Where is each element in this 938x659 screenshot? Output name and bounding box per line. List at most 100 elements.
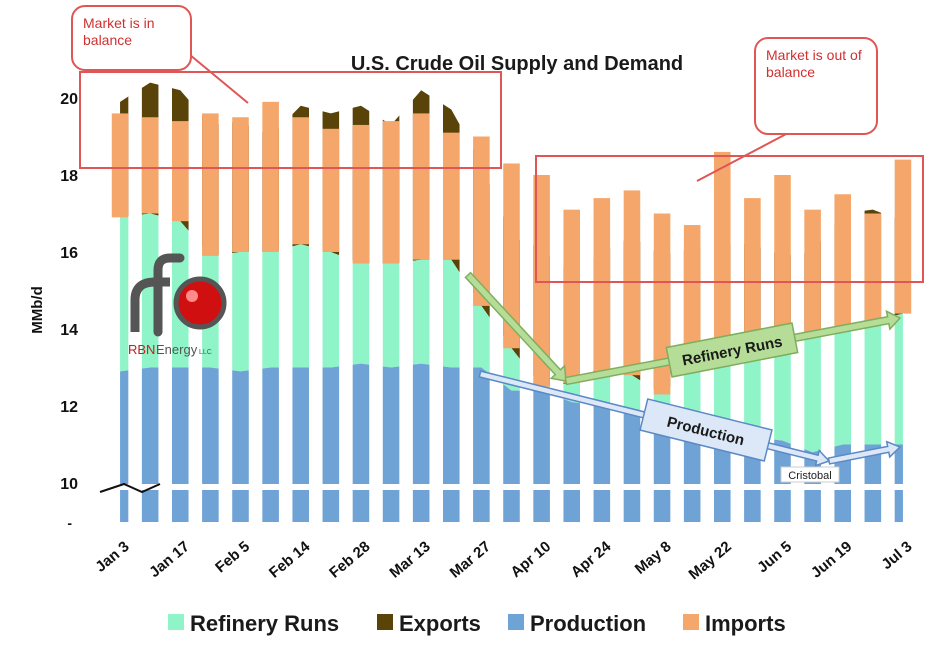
- bar-imports: [503, 163, 520, 349]
- x-tick-label: Jun 5: [754, 538, 795, 576]
- column-gap: [640, 80, 654, 522]
- axis-break-band: [97, 484, 926, 490]
- legend-swatch: [377, 614, 393, 630]
- annotation-production: Production: [639, 398, 773, 462]
- callout-market-out-of-balance: Market is out of balance: [754, 37, 878, 135]
- x-tick-label: Apr 10: [507, 538, 554, 581]
- column-gap: [429, 80, 443, 522]
- column-gap: [399, 80, 413, 522]
- bar-imports: [232, 117, 249, 252]
- column-gap: [549, 80, 564, 522]
- x-tick-label: Jan 17: [146, 538, 193, 581]
- bar-imports: [683, 225, 701, 368]
- column-gap: [730, 80, 745, 522]
- logo-text: Energy: [156, 342, 198, 357]
- column-gap: [248, 80, 263, 522]
- y-tick-label: 18: [60, 168, 78, 185]
- legend-label: Imports: [705, 611, 786, 636]
- legend-swatch: [508, 614, 524, 630]
- annotation-box: [780, 466, 840, 483]
- bar-imports: [744, 198, 761, 353]
- bar-imports: [111, 113, 129, 218]
- bar-imports: [412, 113, 430, 260]
- legend: Refinery Runs Exports Production Imports: [168, 611, 786, 636]
- column-gap: [158, 80, 172, 522]
- column-gap: [851, 80, 865, 522]
- callout-pointer: [696, 131, 791, 182]
- bar-imports: [864, 213, 882, 322]
- highlight-box-balance: [79, 71, 502, 169]
- legend-swatch: [168, 614, 184, 630]
- x-tick-label: May 22: [686, 538, 735, 583]
- y-tick-label: 14: [60, 322, 78, 339]
- column-gap: [580, 80, 594, 522]
- y-tick-label: 12: [60, 399, 78, 416]
- y-axis-label: MMb/d: [29, 286, 46, 333]
- logo-text: RBN: [128, 342, 155, 357]
- x-tick-label: Apr 24: [568, 538, 615, 581]
- bar-imports: [774, 175, 791, 345]
- axis-break-mark: [99, 482, 161, 494]
- column-gap: [369, 80, 383, 522]
- annotation-box: [639, 398, 773, 462]
- x-tick-label: Jun 19: [808, 538, 855, 582]
- annotation-layer: RBN Energy LLC Refinery RunsProductionCrist…: [79, 44, 924, 483]
- legend-swatch: [683, 614, 699, 630]
- bar-imports: [894, 159, 912, 314]
- trend-arrow-refinery-runs: [464, 271, 567, 382]
- column-gap: [339, 80, 353, 522]
- annotation-box: [665, 322, 799, 378]
- legend-label: Production: [530, 611, 646, 636]
- column-gap: [760, 80, 775, 522]
- y-tick-label: 20: [60, 91, 78, 108]
- column-gap: [670, 80, 684, 522]
- column-gap: [309, 80, 323, 522]
- highlight-box-imbalance: [535, 155, 924, 283]
- bar-imports: [473, 136, 490, 306]
- bar-imports: [442, 132, 460, 260]
- y-tick-label: 10: [60, 476, 78, 493]
- x-tick-label: Jul 3: [878, 538, 915, 573]
- x-tick-label: Feb 5: [212, 538, 253, 576]
- bar-imports: [141, 117, 159, 214]
- column-gap: [610, 80, 624, 522]
- bar-imports: [202, 113, 219, 256]
- bar-imports: [593, 198, 611, 372]
- column-gap: [881, 80, 895, 522]
- y-tick-label: 16: [60, 245, 78, 262]
- bar-imports: [804, 209, 821, 337]
- column-gap: [911, 80, 925, 522]
- callout-market-in-balance: Market is in balance: [71, 5, 192, 71]
- x-tick-label: Feb 28: [326, 538, 373, 582]
- bar-imports: [533, 175, 550, 387]
- trend-arrow-production: [827, 440, 902, 465]
- bar-imports: [563, 209, 581, 383]
- bar-imports: [262, 101, 279, 252]
- column-gap: [278, 80, 293, 522]
- bar-imports: [834, 194, 852, 329]
- bar-imports: [352, 124, 370, 264]
- column-gap: [459, 80, 474, 522]
- column-gap: [519, 80, 534, 522]
- annotation-cristobal: Cristobal: [788, 470, 831, 482]
- bar-imports: [382, 121, 400, 264]
- bar-imports: [322, 128, 340, 252]
- column-gap: [820, 80, 835, 522]
- column-gap: [98, 80, 112, 522]
- x-tick-label: Jan 3: [92, 538, 132, 576]
- bar-imports: [171, 121, 189, 222]
- bar-imports: [292, 117, 310, 245]
- logo-text: LLC: [199, 349, 212, 356]
- column-gap: [790, 80, 805, 522]
- bar-imports: [713, 151, 731, 356]
- legend-label: Exports: [399, 611, 481, 636]
- column-gap: [700, 80, 714, 522]
- y-axis-break-marker: -: [67, 515, 72, 531]
- x-tick-label: Mar 27: [447, 538, 494, 582]
- x-tick-label: May 8: [632, 538, 675, 578]
- logo-pipe: [130, 277, 170, 332]
- logo-pipe: [153, 253, 185, 337]
- chart-title: U.S. Crude Oil Supply and Demand: [351, 53, 683, 75]
- rbn-logo: RBN Energy LLC: [128, 253, 227, 357]
